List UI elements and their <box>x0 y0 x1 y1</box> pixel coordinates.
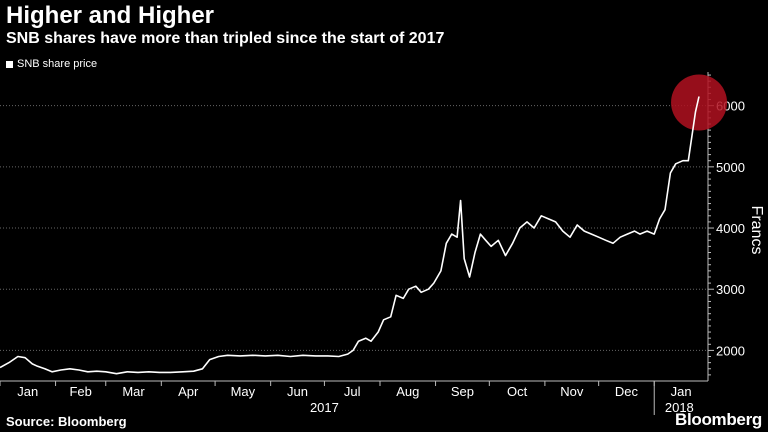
legend-label: SNB share price <box>17 58 98 70</box>
x-tick-label-nov: Nov <box>560 384 584 399</box>
x-tick-label-may: May <box>231 384 256 399</box>
x-tick-label-mar: Mar <box>122 384 145 399</box>
legend: SNB share price <box>6 58 97 70</box>
x-tick-label-jan: Jan <box>671 384 692 399</box>
gridlines <box>0 105 708 351</box>
x-tick-label-oct: Oct <box>507 384 528 399</box>
highlight-layer <box>671 74 728 131</box>
year-label-2018: 2018 <box>665 400 694 415</box>
series-layer <box>0 96 700 375</box>
x-tick-label-jul: Jul <box>344 384 361 399</box>
x-tick-label-dec: Dec <box>615 384 639 399</box>
series-line-snb-share-price <box>0 96 700 375</box>
x-tick-label-sep: Sep <box>451 384 474 399</box>
y-axis-label: Francs <box>748 206 765 255</box>
x-tick-label-apr: Apr <box>178 384 199 399</box>
bloomberg-logo: Bloomberg <box>674 410 762 429</box>
x-tick-label-aug: Aug <box>396 384 419 399</box>
source-note: Source: Bloomberg <box>6 414 127 429</box>
highlight-circle <box>671 74 728 131</box>
y-tick-label-5000: 5000 <box>716 160 745 175</box>
y-tick-label-2000: 2000 <box>716 343 745 358</box>
y-tick-label-4000: 4000 <box>716 221 745 236</box>
legend-swatch <box>6 60 13 68</box>
x-tick-label-jun: Jun <box>287 384 308 399</box>
chart-subtitle: SNB shares have more than tripled since … <box>6 30 445 47</box>
x-tick-label-feb: Feb <box>69 384 91 399</box>
year-label-2017: 2017 <box>310 400 339 415</box>
x-tick-label-jan: Jan <box>17 384 38 399</box>
chart-title: Higher and Higher <box>6 2 215 29</box>
y-tick-label-3000: 3000 <box>716 282 745 297</box>
